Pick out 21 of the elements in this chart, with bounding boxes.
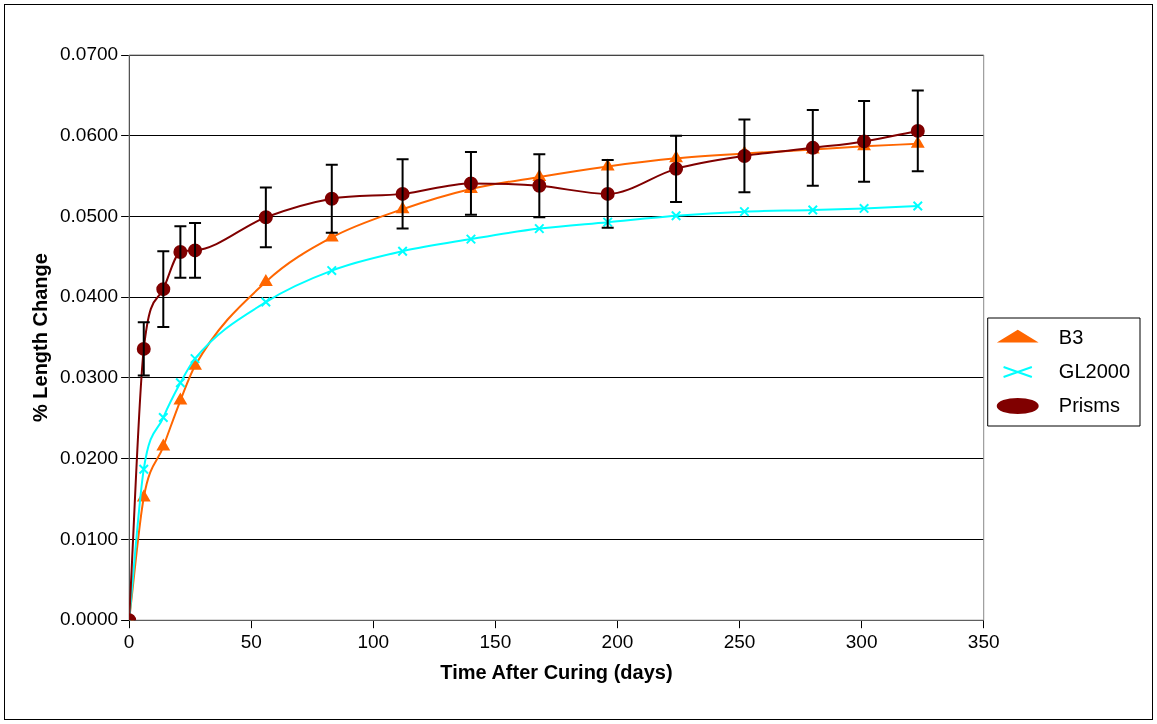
legend-label: GL2000	[1047, 359, 1131, 382]
y-tick-label: 0.0100	[59, 527, 119, 549]
y-tick-label: 0.0600	[59, 123, 119, 145]
y-tick-label: 0.0400	[59, 285, 119, 307]
legend-label: B3	[1047, 325, 1084, 348]
x-tick-label: 250	[723, 630, 756, 652]
x-tick-label: 50	[240, 630, 262, 652]
x-tick-label: 350	[967, 630, 1000, 652]
y-tick-label: 0.0300	[59, 366, 119, 388]
x-axis-title: Time After Curing (days)	[440, 660, 673, 683]
y-axis-title: % Length Change	[28, 253, 51, 423]
x-tick-label: 150	[479, 630, 512, 652]
x-tick-label: 300	[845, 630, 878, 652]
legend-label: Prisms	[1047, 393, 1120, 416]
y-tick-label: 0.0000	[59, 608, 119, 630]
x-tick-label: 200	[601, 630, 634, 652]
y-tick-label: 0.0500	[59, 204, 119, 226]
x-tick-label: 100	[357, 630, 390, 652]
y-tick-label: 0.0200	[59, 446, 119, 468]
y-tick-label: 0.0700	[59, 43, 119, 65]
x-tick-label: 0	[123, 630, 135, 652]
